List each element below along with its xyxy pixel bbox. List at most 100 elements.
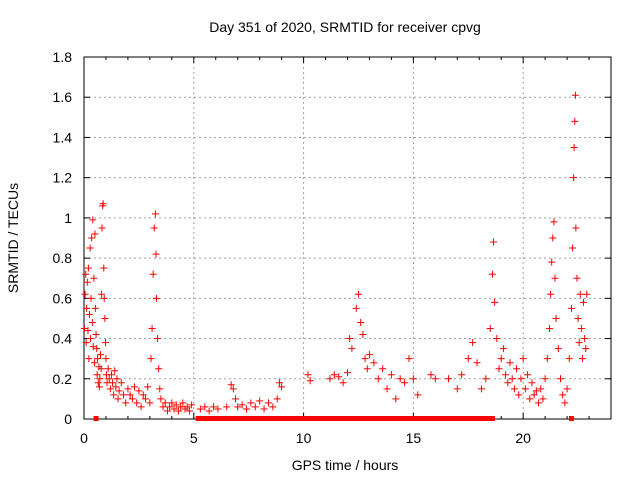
- data-point: [571, 117, 579, 125]
- data-point: [188, 401, 196, 409]
- data-point: [387, 371, 395, 379]
- data-point-zero: [261, 416, 267, 421]
- data-point: [102, 355, 110, 363]
- data-point-zero: [437, 416, 443, 421]
- data-point-zero: [226, 416, 232, 421]
- data-point-zero: [349, 416, 355, 421]
- data-point: [339, 379, 347, 387]
- data-point: [163, 407, 171, 415]
- data-point: [107, 371, 115, 379]
- data-point: [559, 391, 567, 399]
- data-series-srmtid: [80, 91, 591, 421]
- data-point: [87, 294, 95, 302]
- data-point: [502, 371, 510, 379]
- data-point: [172, 401, 180, 409]
- data-point-zero: [195, 416, 201, 421]
- data-point: [84, 327, 92, 335]
- x-tick-label: 10: [296, 430, 312, 446]
- data-point: [572, 224, 580, 232]
- data-point: [152, 250, 160, 258]
- data-point: [401, 379, 409, 387]
- data-point: [177, 403, 185, 411]
- data-point: [535, 399, 543, 407]
- data-point: [96, 351, 104, 359]
- data-point: [82, 270, 90, 278]
- data-point: [583, 290, 591, 298]
- data-point: [513, 365, 521, 373]
- data-point: [392, 395, 400, 403]
- data-point-zero: [252, 416, 258, 421]
- data-point-zero: [331, 416, 337, 421]
- data-point: [561, 399, 569, 407]
- data-point: [491, 298, 499, 306]
- data-point: [100, 294, 108, 302]
- data-point: [495, 365, 503, 373]
- data-point: [147, 355, 155, 363]
- data-point: [105, 375, 113, 383]
- data-point: [554, 345, 562, 353]
- data-point: [548, 258, 556, 266]
- data-point-zero: [489, 416, 495, 421]
- data-point-zero: [410, 416, 416, 421]
- data-point-zero: [213, 416, 219, 421]
- data-point: [91, 230, 99, 238]
- data-point: [117, 379, 125, 387]
- data-point: [101, 314, 109, 322]
- data-point: [102, 339, 110, 347]
- data-point-zero: [340, 416, 346, 421]
- data-point: [133, 399, 141, 407]
- data-point: [570, 144, 578, 151]
- data-point-zero: [467, 416, 473, 421]
- data-point-zero: [204, 416, 210, 421]
- data-point: [196, 405, 204, 413]
- data-point-zero: [327, 416, 333, 421]
- data-point: [98, 290, 106, 298]
- data-point: [104, 365, 112, 373]
- data-point: [149, 270, 157, 278]
- data-point: [574, 314, 582, 322]
- data-point: [571, 91, 579, 99]
- data-point-zero: [200, 416, 206, 421]
- data-point: [363, 365, 371, 373]
- data-point: [477, 385, 485, 393]
- data-point: [110, 391, 118, 399]
- data-point: [156, 385, 164, 393]
- x-tick-label: 20: [515, 430, 531, 446]
- data-point: [264, 399, 272, 407]
- data-point: [517, 375, 525, 383]
- data-point: [161, 399, 169, 407]
- data-point: [330, 371, 338, 379]
- data-point: [166, 403, 174, 411]
- data-point-zero: [274, 416, 280, 421]
- data-point: [115, 387, 123, 395]
- data-point: [374, 375, 382, 383]
- data-point: [88, 318, 96, 326]
- data-point: [155, 365, 163, 373]
- data-point: [100, 264, 108, 272]
- plot-frame: [83, 56, 612, 420]
- data-point: [577, 325, 585, 332]
- data-point: [396, 375, 404, 383]
- data-point-zero: [406, 416, 412, 421]
- data-point: [99, 200, 107, 208]
- data-point-zero: [393, 416, 399, 421]
- data-point: [537, 385, 545, 393]
- data-point: [565, 355, 573, 363]
- data-point: [269, 403, 277, 411]
- data-point-zero: [323, 416, 329, 421]
- data-point-zero: [454, 416, 460, 421]
- data-point: [122, 399, 130, 407]
- data-point: [482, 375, 490, 383]
- data-point: [88, 234, 96, 242]
- data-point: [170, 405, 178, 413]
- data-point: [499, 345, 507, 353]
- data-point: [497, 355, 505, 363]
- data-point: [159, 403, 167, 411]
- data-point: [109, 379, 117, 387]
- data-point-zero: [380, 416, 386, 421]
- data-point: [242, 405, 250, 413]
- data-point: [453, 385, 461, 393]
- data-point-zero: [217, 416, 223, 421]
- data-point: [576, 290, 584, 298]
- data-point: [89, 343, 97, 351]
